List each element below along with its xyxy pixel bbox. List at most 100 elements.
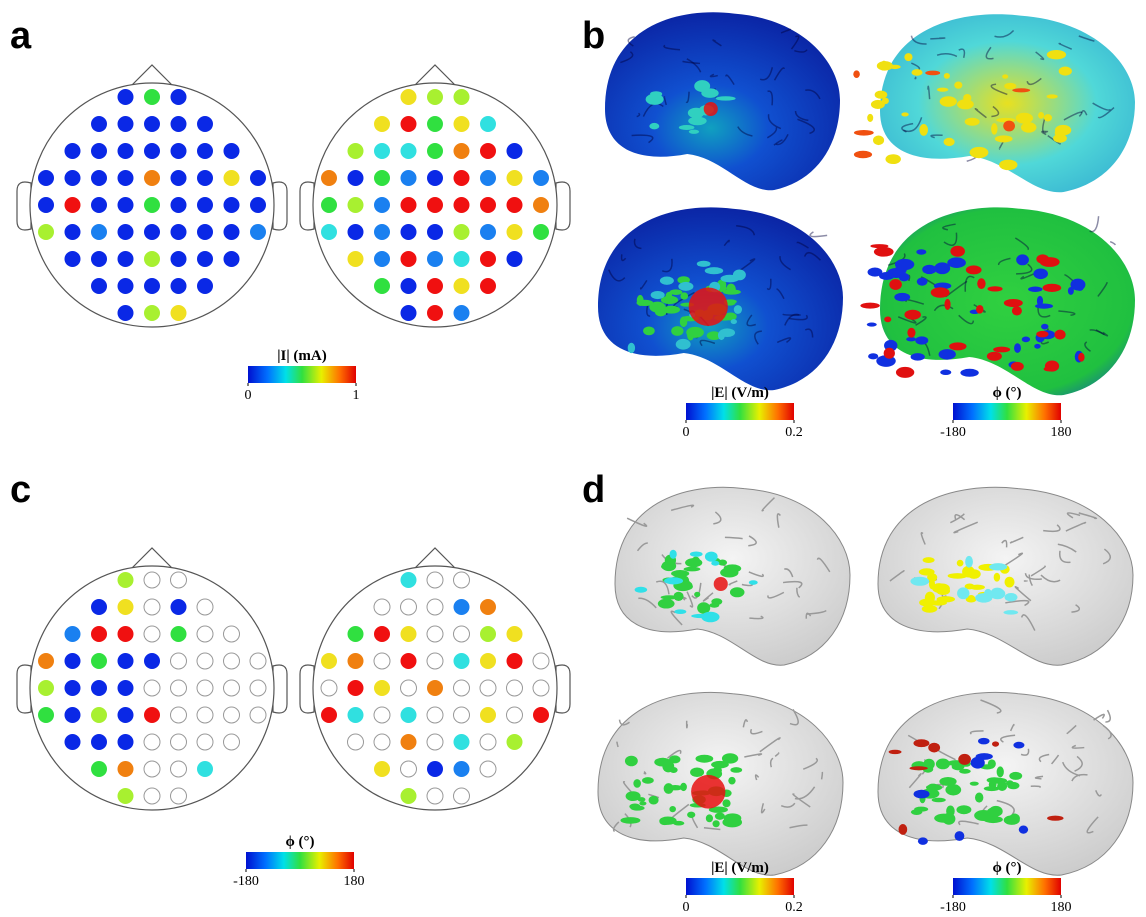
ear bbox=[273, 182, 287, 230]
colorbar-label: ϕ (°) bbox=[992, 385, 1021, 401]
activation bbox=[860, 303, 879, 309]
electrode bbox=[171, 278, 187, 294]
activation bbox=[1007, 782, 1019, 789]
electrode bbox=[480, 143, 496, 159]
electrode bbox=[197, 761, 213, 777]
activation bbox=[1040, 257, 1060, 267]
electrode bbox=[348, 707, 364, 723]
activation bbox=[990, 588, 1005, 599]
activation bbox=[944, 299, 950, 310]
activation bbox=[955, 831, 965, 841]
electrode bbox=[401, 761, 417, 777]
brain bbox=[615, 487, 850, 665]
activation bbox=[940, 96, 957, 107]
ear bbox=[300, 665, 314, 713]
activation bbox=[868, 268, 883, 277]
electrode bbox=[533, 197, 549, 213]
electrode bbox=[348, 251, 364, 267]
electrode bbox=[197, 197, 213, 213]
electrode bbox=[171, 734, 187, 750]
electrode bbox=[118, 197, 134, 213]
electrode bbox=[427, 143, 443, 159]
colorbar bbox=[248, 366, 356, 383]
activation bbox=[868, 353, 878, 359]
activation bbox=[705, 552, 718, 562]
electrode bbox=[171, 224, 187, 240]
activation bbox=[679, 125, 695, 130]
electrode bbox=[250, 680, 266, 696]
electrode bbox=[374, 116, 390, 132]
electrode bbox=[533, 707, 549, 723]
electrode bbox=[118, 251, 134, 267]
electrode bbox=[454, 170, 470, 186]
activation bbox=[907, 328, 915, 338]
activation bbox=[904, 310, 920, 320]
activation bbox=[889, 750, 902, 754]
activation bbox=[917, 278, 928, 286]
activation bbox=[1068, 287, 1074, 295]
activation bbox=[1045, 361, 1059, 372]
activation bbox=[1012, 306, 1022, 315]
electrode bbox=[374, 734, 390, 750]
activation bbox=[690, 767, 704, 777]
colorbar-tick-label: 0 bbox=[683, 900, 690, 915]
electrode bbox=[171, 626, 187, 642]
activation bbox=[670, 550, 677, 559]
activation bbox=[722, 817, 742, 827]
activation bbox=[625, 756, 638, 767]
electrode bbox=[224, 707, 240, 723]
panel-label: a bbox=[10, 15, 32, 57]
electrode bbox=[144, 278, 160, 294]
colorbar bbox=[686, 403, 794, 420]
electrode bbox=[427, 305, 443, 321]
electrode bbox=[427, 626, 443, 642]
electrode bbox=[250, 707, 266, 723]
electrode bbox=[507, 653, 523, 669]
activation bbox=[676, 339, 691, 350]
electrode bbox=[65, 224, 81, 240]
electrode bbox=[427, 278, 443, 294]
activation bbox=[728, 777, 735, 785]
activation bbox=[684, 567, 701, 572]
electrode bbox=[480, 170, 496, 186]
sulcus bbox=[915, 77, 916, 79]
electrode bbox=[91, 197, 107, 213]
activation bbox=[1014, 343, 1021, 353]
activation bbox=[885, 154, 900, 164]
electrode bbox=[507, 251, 523, 267]
electrode bbox=[65, 170, 81, 186]
electrode bbox=[507, 224, 523, 240]
electrode bbox=[507, 170, 523, 186]
activation bbox=[711, 761, 729, 768]
head bbox=[17, 548, 287, 810]
electrode bbox=[38, 707, 54, 723]
electrode bbox=[507, 626, 523, 642]
activation bbox=[929, 600, 947, 605]
electrode bbox=[197, 116, 213, 132]
electrode bbox=[65, 626, 81, 642]
electrode bbox=[427, 116, 443, 132]
activation bbox=[705, 267, 723, 274]
colorbar-tick-label: 0.2 bbox=[785, 900, 803, 915]
electrode bbox=[144, 197, 160, 213]
electrode bbox=[533, 170, 549, 186]
activation bbox=[654, 758, 671, 767]
head bbox=[300, 65, 570, 327]
electrode bbox=[480, 278, 496, 294]
figure: a b c d |I| (mA)01|E| (V/m)00.2ϕ (°)-180… bbox=[0, 0, 1146, 917]
electrode bbox=[224, 734, 240, 750]
activation bbox=[661, 595, 678, 599]
electrode bbox=[348, 170, 364, 186]
activation bbox=[977, 278, 985, 289]
activation bbox=[995, 135, 1013, 142]
colorbar-tick-label: 1 bbox=[353, 388, 360, 403]
activation bbox=[895, 259, 914, 270]
activation bbox=[942, 813, 955, 825]
electrode bbox=[348, 653, 364, 669]
activation bbox=[931, 287, 950, 297]
activation bbox=[1028, 287, 1042, 292]
activation bbox=[970, 147, 989, 158]
electrode bbox=[197, 251, 213, 267]
activation bbox=[649, 796, 659, 805]
electrode bbox=[224, 197, 240, 213]
